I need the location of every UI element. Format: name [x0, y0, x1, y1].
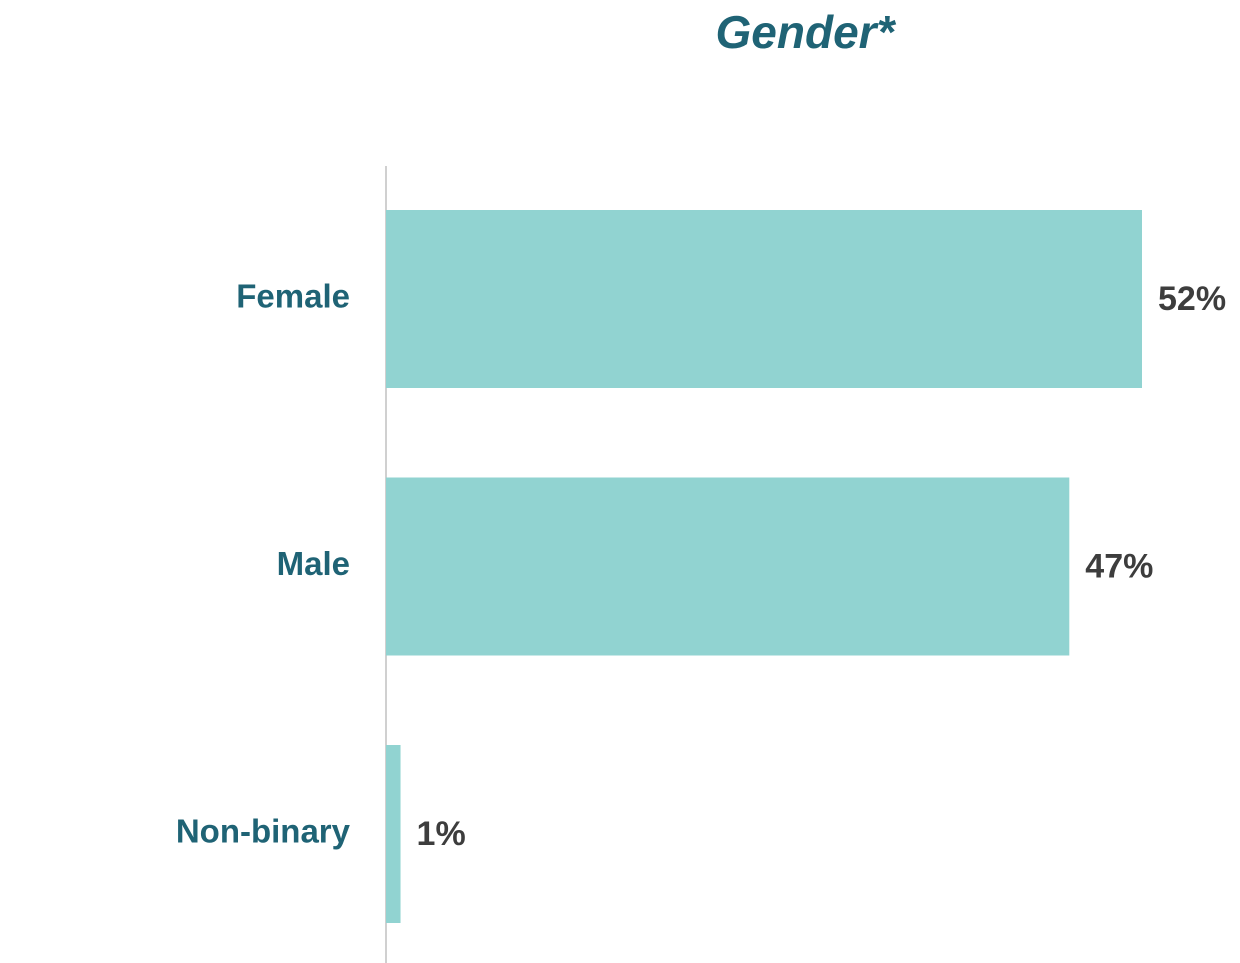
value-label: 52% — [1158, 280, 1226, 318]
category-label: Male — [277, 545, 350, 582]
bar — [386, 745, 401, 923]
chart-title: Gender* — [716, 6, 897, 58]
category-label: Non-binary — [176, 813, 351, 850]
bar — [386, 210, 1142, 388]
value-label: 47% — [1085, 547, 1153, 585]
value-label: 1% — [417, 815, 466, 853]
category-label: Female — [236, 278, 350, 315]
bar — [386, 477, 1070, 656]
